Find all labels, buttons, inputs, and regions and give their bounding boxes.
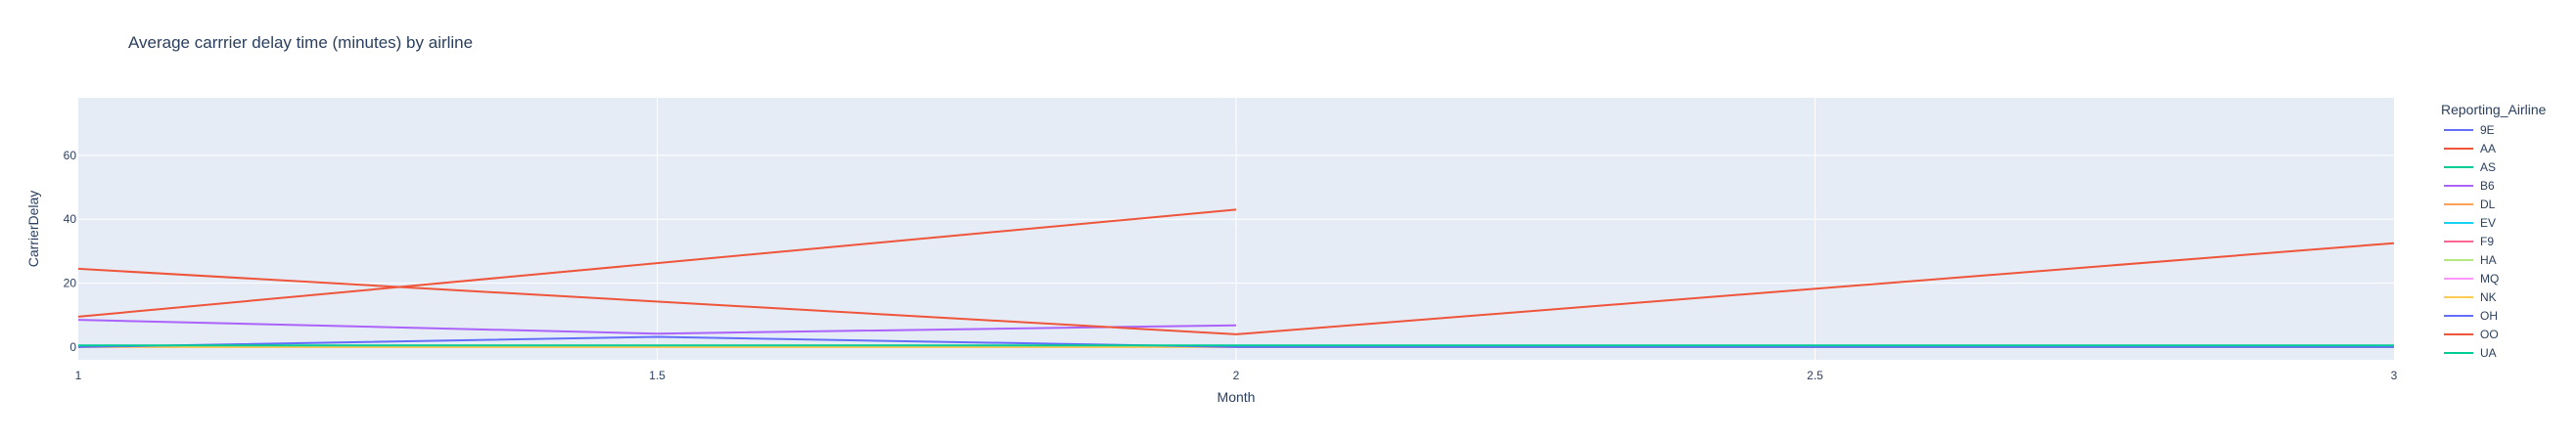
series-line-oh xyxy=(77,335,2394,348)
legend-items: 9E AA AS B6 DL EV F9 HA MQ NK OH OO UA xyxy=(2444,123,2499,360)
series-line-aa xyxy=(77,208,1237,318)
legend-label: F9 xyxy=(2480,235,2494,248)
legend: Reporting_Airline 9E AA AS B6 DL EV F9 HA MQ NK OH… xyxy=(2441,102,2547,360)
legend-item-dl[interactable]: DL xyxy=(2444,198,2496,211)
y-tick-label: 20 xyxy=(64,277,77,290)
legend-label: OO xyxy=(2480,328,2499,341)
legend-label: 9E xyxy=(2480,123,2495,137)
legend-label: AS xyxy=(2480,160,2496,174)
y-tick-label: 0 xyxy=(69,340,76,354)
grid-lines xyxy=(78,98,2394,360)
legend-item-ua[interactable]: UA xyxy=(2444,346,2497,360)
legend-label: B6 xyxy=(2480,179,2495,193)
legend-item-as[interactable]: AS xyxy=(2444,160,2496,174)
legend-label: NK xyxy=(2480,290,2497,304)
x-tick-label: 2.5 xyxy=(1807,369,1823,382)
legend-label: AA xyxy=(2480,142,2496,155)
x-tick-label: 3 xyxy=(2391,369,2398,382)
legend-label: UA xyxy=(2480,346,2497,360)
chart-title: Average carrrier delay time (minutes) by… xyxy=(128,33,473,52)
x-tick-label: 2 xyxy=(1233,369,1240,382)
legend-item-aa[interactable]: AA xyxy=(2444,142,2496,155)
y-axis-title: CarrierDelay xyxy=(25,191,41,268)
legend-label: DL xyxy=(2480,198,2496,211)
legend-label: HA xyxy=(2480,253,2497,267)
legend-title: Reporting_Airline xyxy=(2441,102,2547,117)
legend-item-mq[interactable]: MQ xyxy=(2444,272,2499,286)
legend-label: EV xyxy=(2480,216,2496,230)
y-tick-label: 40 xyxy=(64,212,77,226)
x-axis-ticks: 1 1.5 2 2.5 3 xyxy=(75,369,2398,382)
legend-item-9e[interactable]: 9E xyxy=(2444,123,2495,137)
legend-item-oo[interactable]: OO xyxy=(2444,328,2499,341)
legend-item-nk[interactable]: NK xyxy=(2444,290,2497,304)
legend-label: MQ xyxy=(2480,272,2499,286)
legend-label: OH xyxy=(2480,309,2498,323)
legend-item-b6[interactable]: B6 xyxy=(2444,179,2495,193)
legend-item-ha[interactable]: HA xyxy=(2444,253,2497,267)
series-lines xyxy=(77,208,2395,348)
x-tick-label: 1.5 xyxy=(649,369,666,382)
legend-item-f9[interactable]: F9 xyxy=(2444,235,2494,248)
legend-item-oh[interactable]: OH xyxy=(2444,309,2498,323)
legend-item-ev[interactable]: EV xyxy=(2444,216,2496,230)
y-axis-ticks: 0 20 40 60 xyxy=(64,149,77,354)
y-tick-label: 60 xyxy=(64,149,77,162)
x-tick-label: 1 xyxy=(75,369,82,382)
series-line-b6 xyxy=(77,319,1237,335)
series-line-oo xyxy=(77,242,2395,335)
x-axis-title: Month xyxy=(1218,389,1256,405)
